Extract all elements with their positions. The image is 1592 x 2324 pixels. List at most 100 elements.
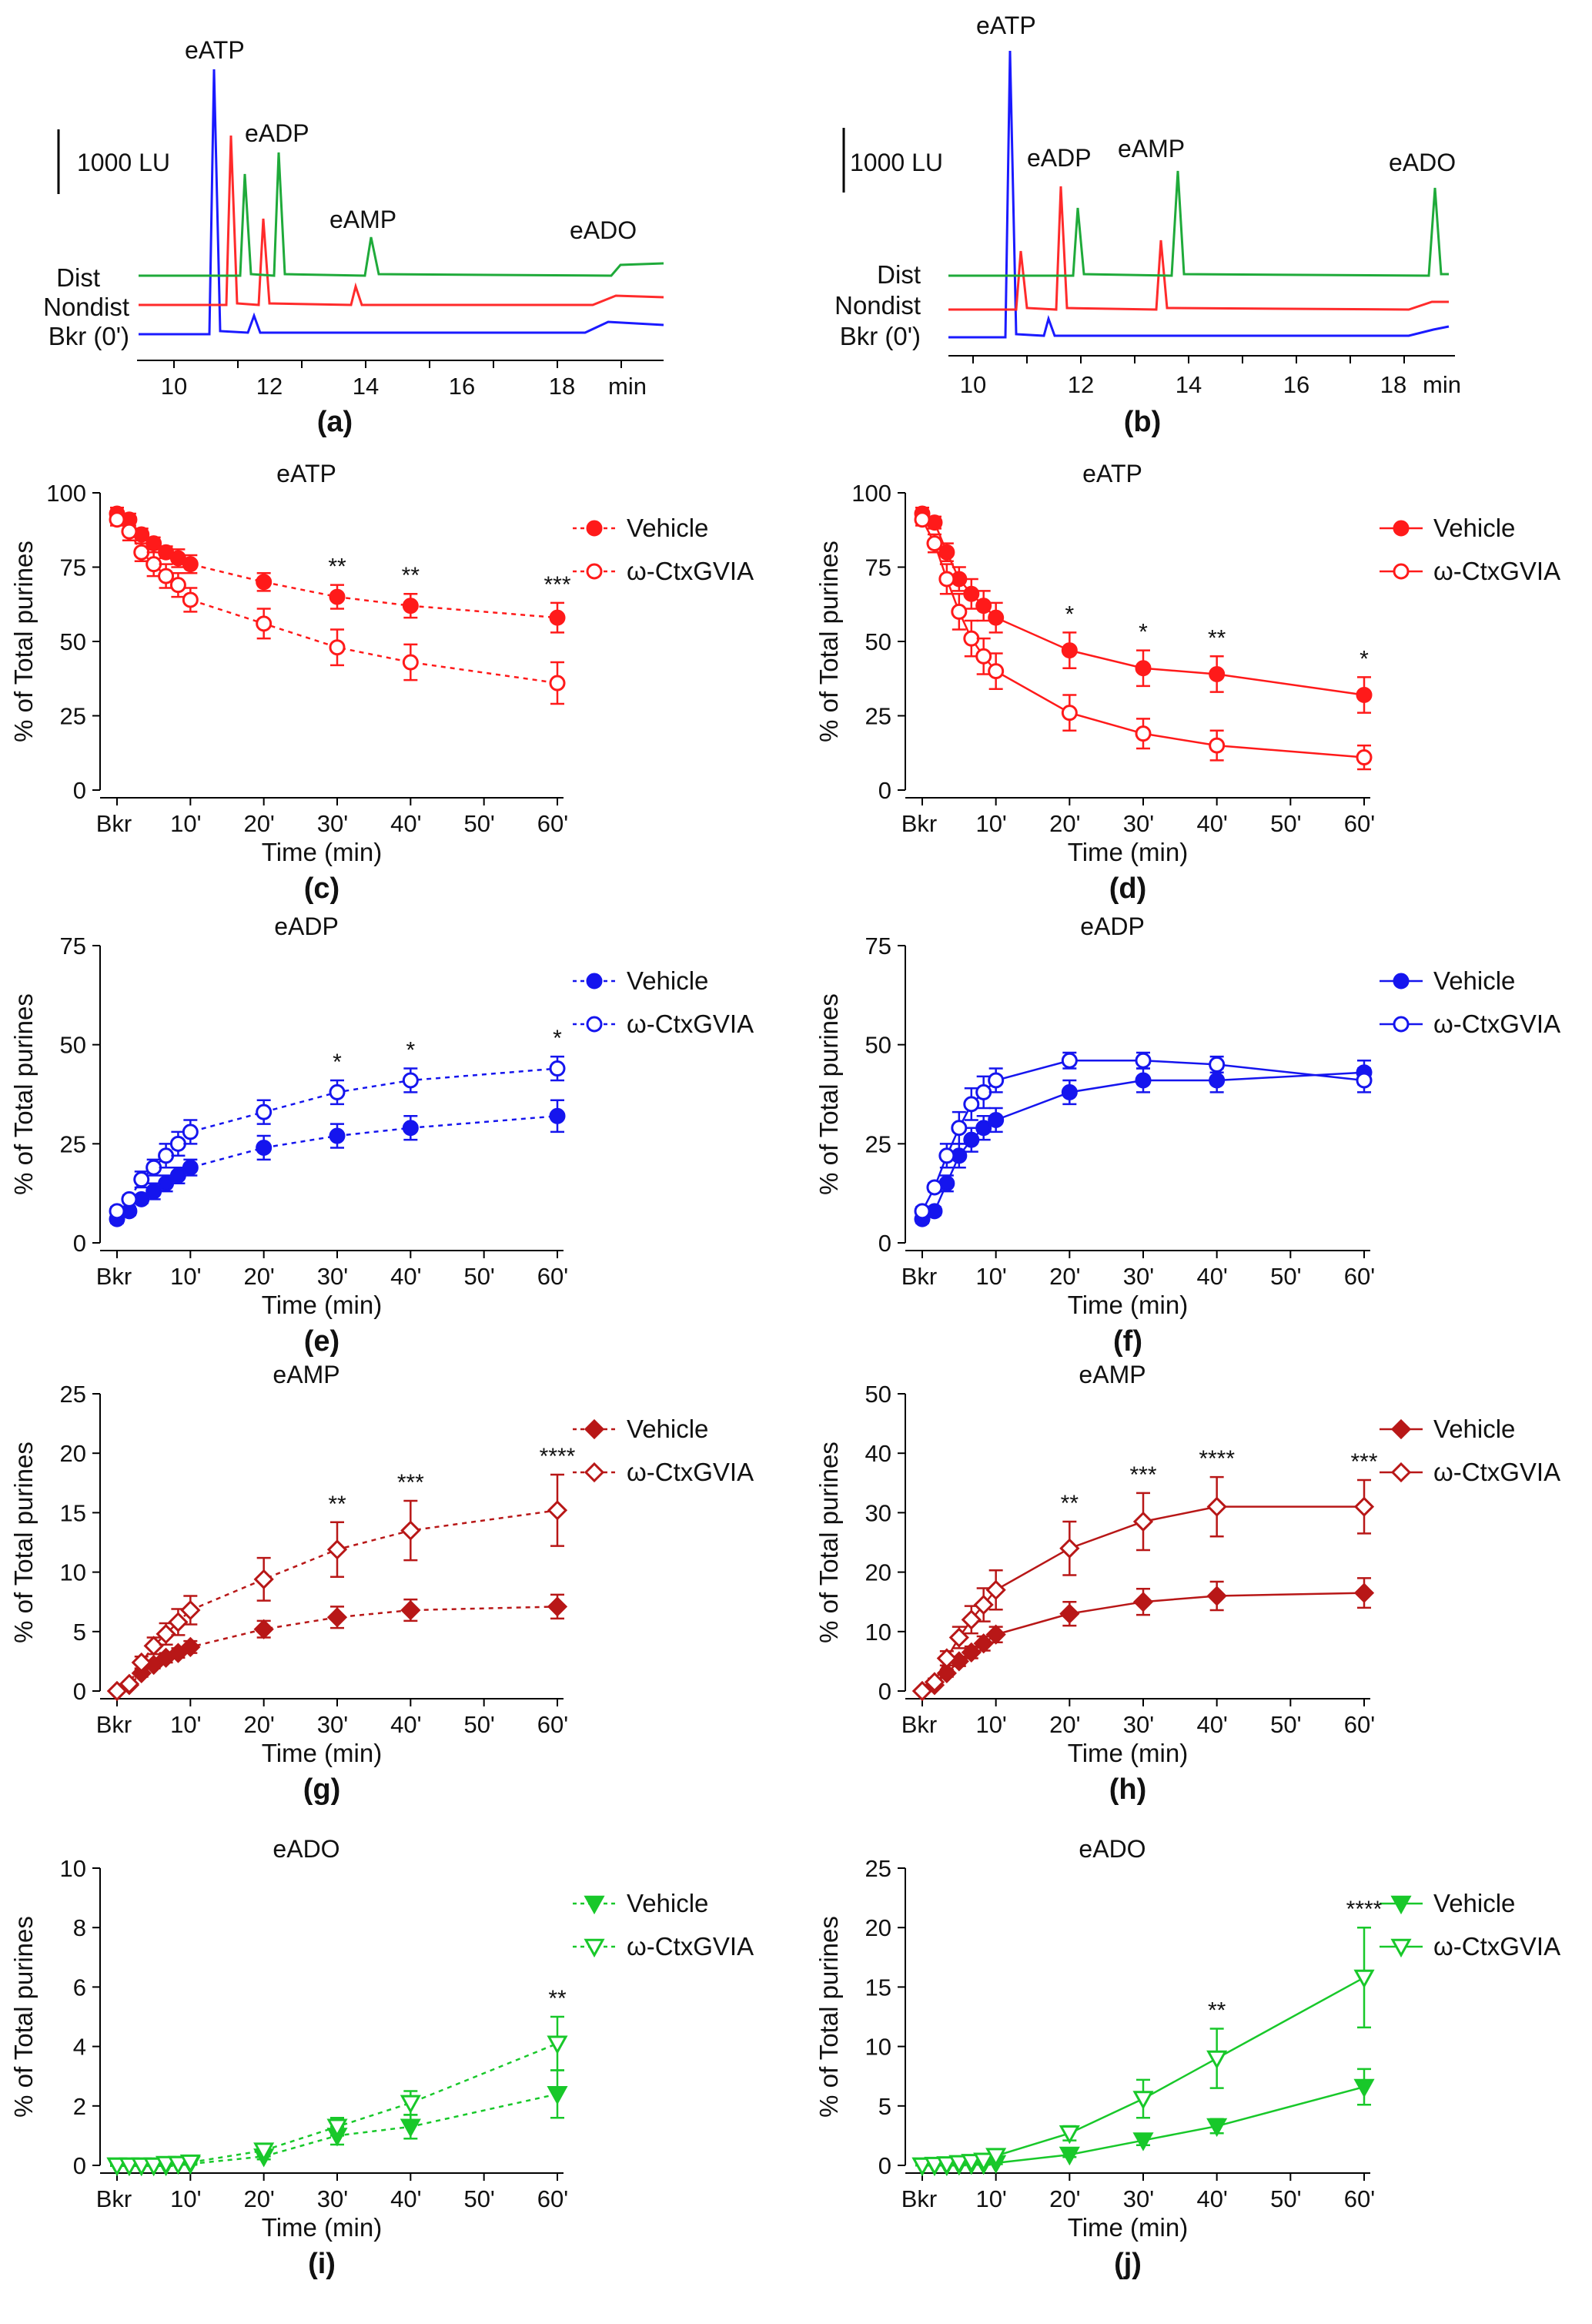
data-point (256, 574, 273, 591)
x-tick-label: 10' (975, 1711, 1006, 1738)
data-point (182, 556, 199, 573)
peak-label-eamp: eAMP (329, 206, 396, 233)
x-tick-label: 60' (537, 810, 568, 837)
data-point (948, 1627, 969, 1648)
data-point (121, 1190, 138, 1207)
legend-label: Vehicle (627, 1889, 708, 1917)
peak-label-eatp: eATP (185, 36, 245, 64)
data-point (143, 2157, 165, 2177)
y-tick-label: 10 (60, 1559, 86, 1586)
x-tick-label: Bkr (901, 2185, 938, 2212)
legend-label: ω-CtxGVIA (627, 1010, 754, 1038)
data-point (961, 1609, 982, 1630)
data-point (547, 2086, 568, 2105)
data-point (1059, 1538, 1080, 1559)
data-point (402, 1072, 419, 1089)
data-point (926, 1179, 943, 1196)
x-axis-label: Time (min) (1068, 838, 1188, 866)
data-point (911, 2157, 933, 2177)
data-point (963, 585, 980, 602)
data-point (975, 598, 992, 614)
x-tick-label: 50' (1270, 2185, 1301, 2212)
data-point (938, 1147, 955, 1164)
legend-label: ω-CtxGVIA (1433, 1932, 1560, 1961)
x-tick-label: 14 (353, 373, 379, 400)
data-point (158, 1147, 175, 1164)
data-point (1132, 2091, 1154, 2110)
data-point (549, 1107, 566, 1124)
data-point (329, 1127, 346, 1144)
y-tick-label: 50 (865, 628, 891, 655)
x-tick-label: Bkr (96, 1711, 132, 1738)
data-point (156, 1623, 176, 1645)
data-point (973, 1633, 994, 1654)
data-point (121, 523, 138, 540)
data-point (179, 2154, 201, 2174)
data-point (1209, 737, 1226, 754)
peak-label-eado: eADO (1389, 149, 1456, 176)
data-point (1061, 1083, 1078, 1100)
data-point (938, 571, 955, 588)
y-tick-label: 0 (73, 777, 86, 804)
legend-label: ω-CtxGVIA (1433, 1458, 1560, 1486)
x-tick-label: 10' (170, 1711, 201, 1738)
data-point (106, 2157, 128, 2177)
data-point (936, 2156, 958, 2175)
y-axis-label: % of Total purines (9, 993, 38, 1195)
x-tick-label: 50' (1270, 810, 1301, 837)
y-axis-label: % of Total purines (814, 1442, 843, 1643)
data-point (951, 1120, 968, 1137)
x-axis-unit: min (608, 373, 647, 400)
x-tick-label: 16 (449, 373, 475, 400)
data-point (1209, 1056, 1226, 1073)
chromatogram-b: 1000 LU eATP eADP eAMP eADO Dist Nondist… (834, 12, 1461, 438)
y-axis-label: % of Total purines (9, 541, 38, 742)
y-tick-label: 0 (878, 777, 891, 804)
data-point (326, 2118, 348, 2138)
x-axis-label: Time (min) (262, 1291, 382, 1319)
data-point (1132, 1592, 1154, 1612)
data-point (985, 1624, 1006, 1645)
legend-label: Vehicle (627, 966, 708, 995)
y-tick-label: 75 (865, 554, 891, 581)
x-tick-label: 60' (537, 1263, 568, 1290)
data-point (1135, 660, 1152, 677)
data-point (145, 535, 162, 552)
trace-label-bkr: Bkr (0') (48, 322, 129, 350)
data-point (1132, 2132, 1154, 2152)
x-tick-label: 10' (975, 1263, 1006, 1290)
data-point (973, 1594, 994, 1616)
y-tick-label: 20 (60, 1440, 86, 1467)
data-point (936, 1648, 957, 1669)
legend-marker (1390, 1418, 1412, 1440)
x-axis-label: Time (min) (1068, 1739, 1188, 1767)
panel-label: (i) (308, 2248, 336, 2280)
data-point (1353, 1582, 1375, 1603)
data-point (180, 1636, 201, 1657)
data-point (1209, 1072, 1226, 1089)
chart-i: 0 2 4 6 8 10 Bkr 10' 20' 30' 40' 50' 60' eADO Time (mi… (9, 1835, 754, 2280)
legend-marker (586, 520, 603, 537)
data-point (1061, 1052, 1078, 1069)
legend-label: Vehicle (1433, 966, 1515, 995)
chart-title: eADO (273, 1835, 339, 1863)
y-tick-label: 75 (865, 933, 891, 959)
significance-label: **** (540, 1444, 576, 1469)
data-point (156, 2155, 177, 2175)
x-tick-label: 60' (1344, 1711, 1375, 1738)
data-point (180, 1599, 201, 1621)
x-tick-label: 60' (537, 2185, 568, 2212)
x-tick-label: 16 (1283, 371, 1309, 398)
significance-label: * (553, 1026, 562, 1051)
y-tick-label: 100 (46, 480, 86, 507)
x-tick-label: Bkr (901, 1263, 938, 1290)
x-tick-label: Bkr (96, 1263, 132, 1290)
y-axis-label: % of Total purines (814, 993, 843, 1195)
data-point (549, 675, 566, 692)
legend-marker (584, 1462, 605, 1483)
x-tick-label: 50' (463, 1263, 494, 1290)
data-point (549, 1060, 566, 1077)
data-point (1353, 2078, 1375, 2098)
data-point (158, 568, 175, 584)
legend-marker (586, 973, 603, 990)
